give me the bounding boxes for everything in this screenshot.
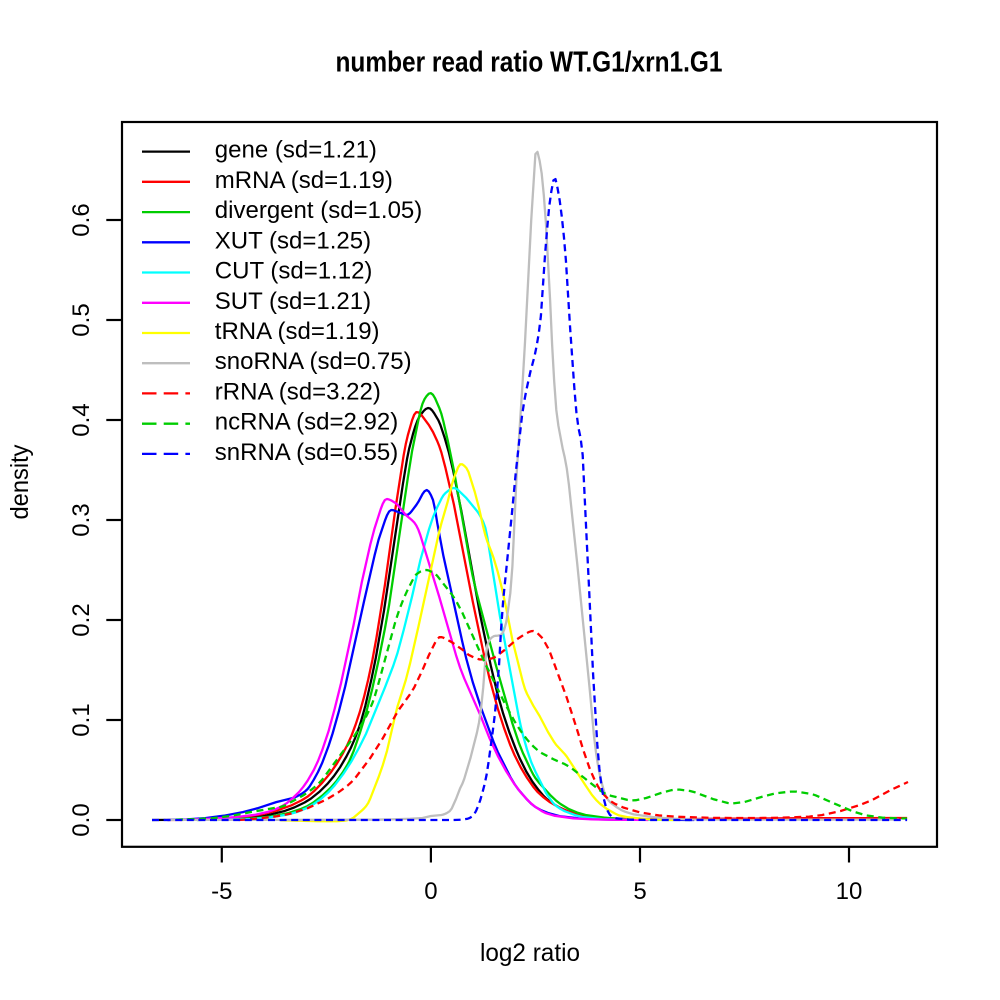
svg-text:CUT (sd=1.12): CUT (sd=1.12) — [215, 258, 373, 285]
svg-text:0.5: 0.5 — [68, 303, 95, 336]
svg-text:10: 10 — [836, 878, 863, 905]
svg-text:0.2: 0.2 — [68, 603, 95, 636]
svg-text:number read ratio WT.G1/xrn1.G: number read ratio WT.G1/xrn1.G1 — [336, 47, 723, 79]
svg-text:rRNA (sd=3.22): rRNA (sd=3.22) — [215, 378, 381, 405]
svg-text:5: 5 — [633, 878, 646, 905]
svg-text:0.0: 0.0 — [68, 803, 95, 836]
svg-text:0.3: 0.3 — [68, 503, 95, 536]
svg-text:density: density — [6, 444, 34, 519]
svg-text:gene (sd=1.21): gene (sd=1.21) — [215, 137, 377, 164]
svg-text:tRNA (sd=1.19): tRNA (sd=1.19) — [215, 318, 380, 345]
svg-text:divergent (sd=1.05): divergent (sd=1.05) — [215, 197, 422, 224]
svg-text:mRNA (sd=1.19): mRNA (sd=1.19) — [215, 167, 393, 194]
svg-text:-5: -5 — [211, 878, 232, 905]
svg-text:snoRNA (sd=0.75): snoRNA (sd=0.75) — [215, 348, 412, 375]
svg-text:0.6: 0.6 — [68, 203, 95, 236]
svg-text:ncRNA (sd=2.92): ncRNA (sd=2.92) — [215, 409, 398, 436]
svg-text:SUT (sd=1.21): SUT (sd=1.21) — [215, 288, 371, 315]
svg-text:0.1: 0.1 — [68, 703, 95, 736]
svg-text:0.4: 0.4 — [68, 403, 95, 436]
svg-text:XUT (sd=1.25): XUT (sd=1.25) — [215, 227, 371, 254]
svg-text:0: 0 — [424, 878, 437, 905]
svg-text:log2 ratio: log2 ratio — [480, 939, 580, 967]
svg-text:snRNA (sd=0.55): snRNA (sd=0.55) — [215, 439, 398, 466]
